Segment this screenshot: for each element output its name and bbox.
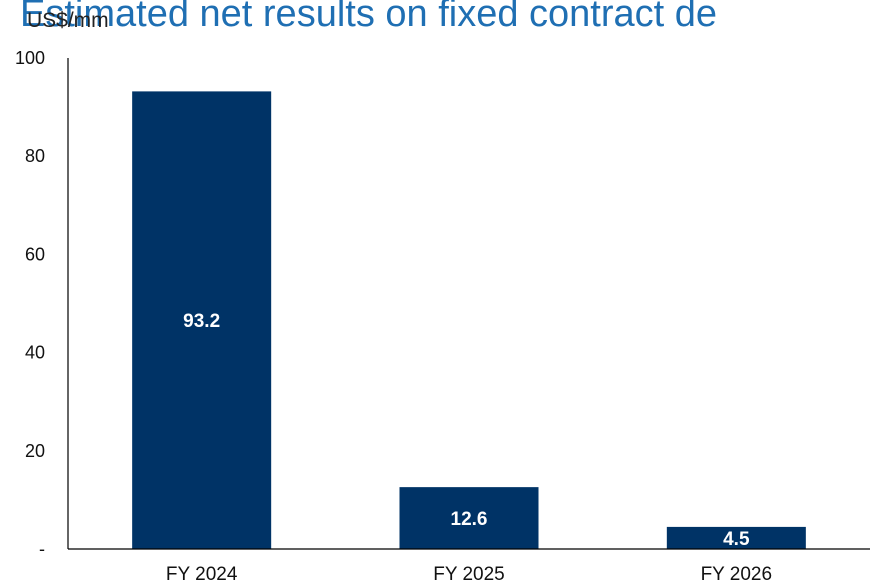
- y-tick-label: -: [39, 539, 45, 559]
- y-axis-ticks: - 20 40 60 80 100: [15, 48, 45, 559]
- x-axis-labels: FY 2024 FY 2025 FY 2026: [166, 564, 772, 584]
- chart-title: Estimated net results on fixed contract …: [20, 0, 717, 35]
- y-tick-label: 40: [25, 343, 45, 363]
- y-tick-label: 60: [25, 244, 45, 264]
- x-category-label: FY 2025: [433, 564, 504, 584]
- bars: [132, 91, 806, 549]
- x-category-label: FY 2026: [701, 564, 772, 584]
- y-axis-unit-label: US$/mm: [27, 9, 109, 32]
- bar-value-label: 12.6: [451, 509, 488, 530]
- value-labels: 93.2 12.6 4.5: [183, 311, 750, 550]
- x-category-label: FY 2024: [166, 564, 238, 584]
- y-tick-label: 20: [25, 441, 45, 461]
- y-tick-label: 100: [15, 48, 45, 68]
- bar-value-label: 93.2: [183, 311, 220, 332]
- bar: [132, 91, 272, 549]
- bar-value-label: 4.5: [723, 529, 750, 550]
- bar: [399, 487, 539, 549]
- bar: [666, 526, 806, 549]
- y-tick-label: 80: [25, 146, 45, 166]
